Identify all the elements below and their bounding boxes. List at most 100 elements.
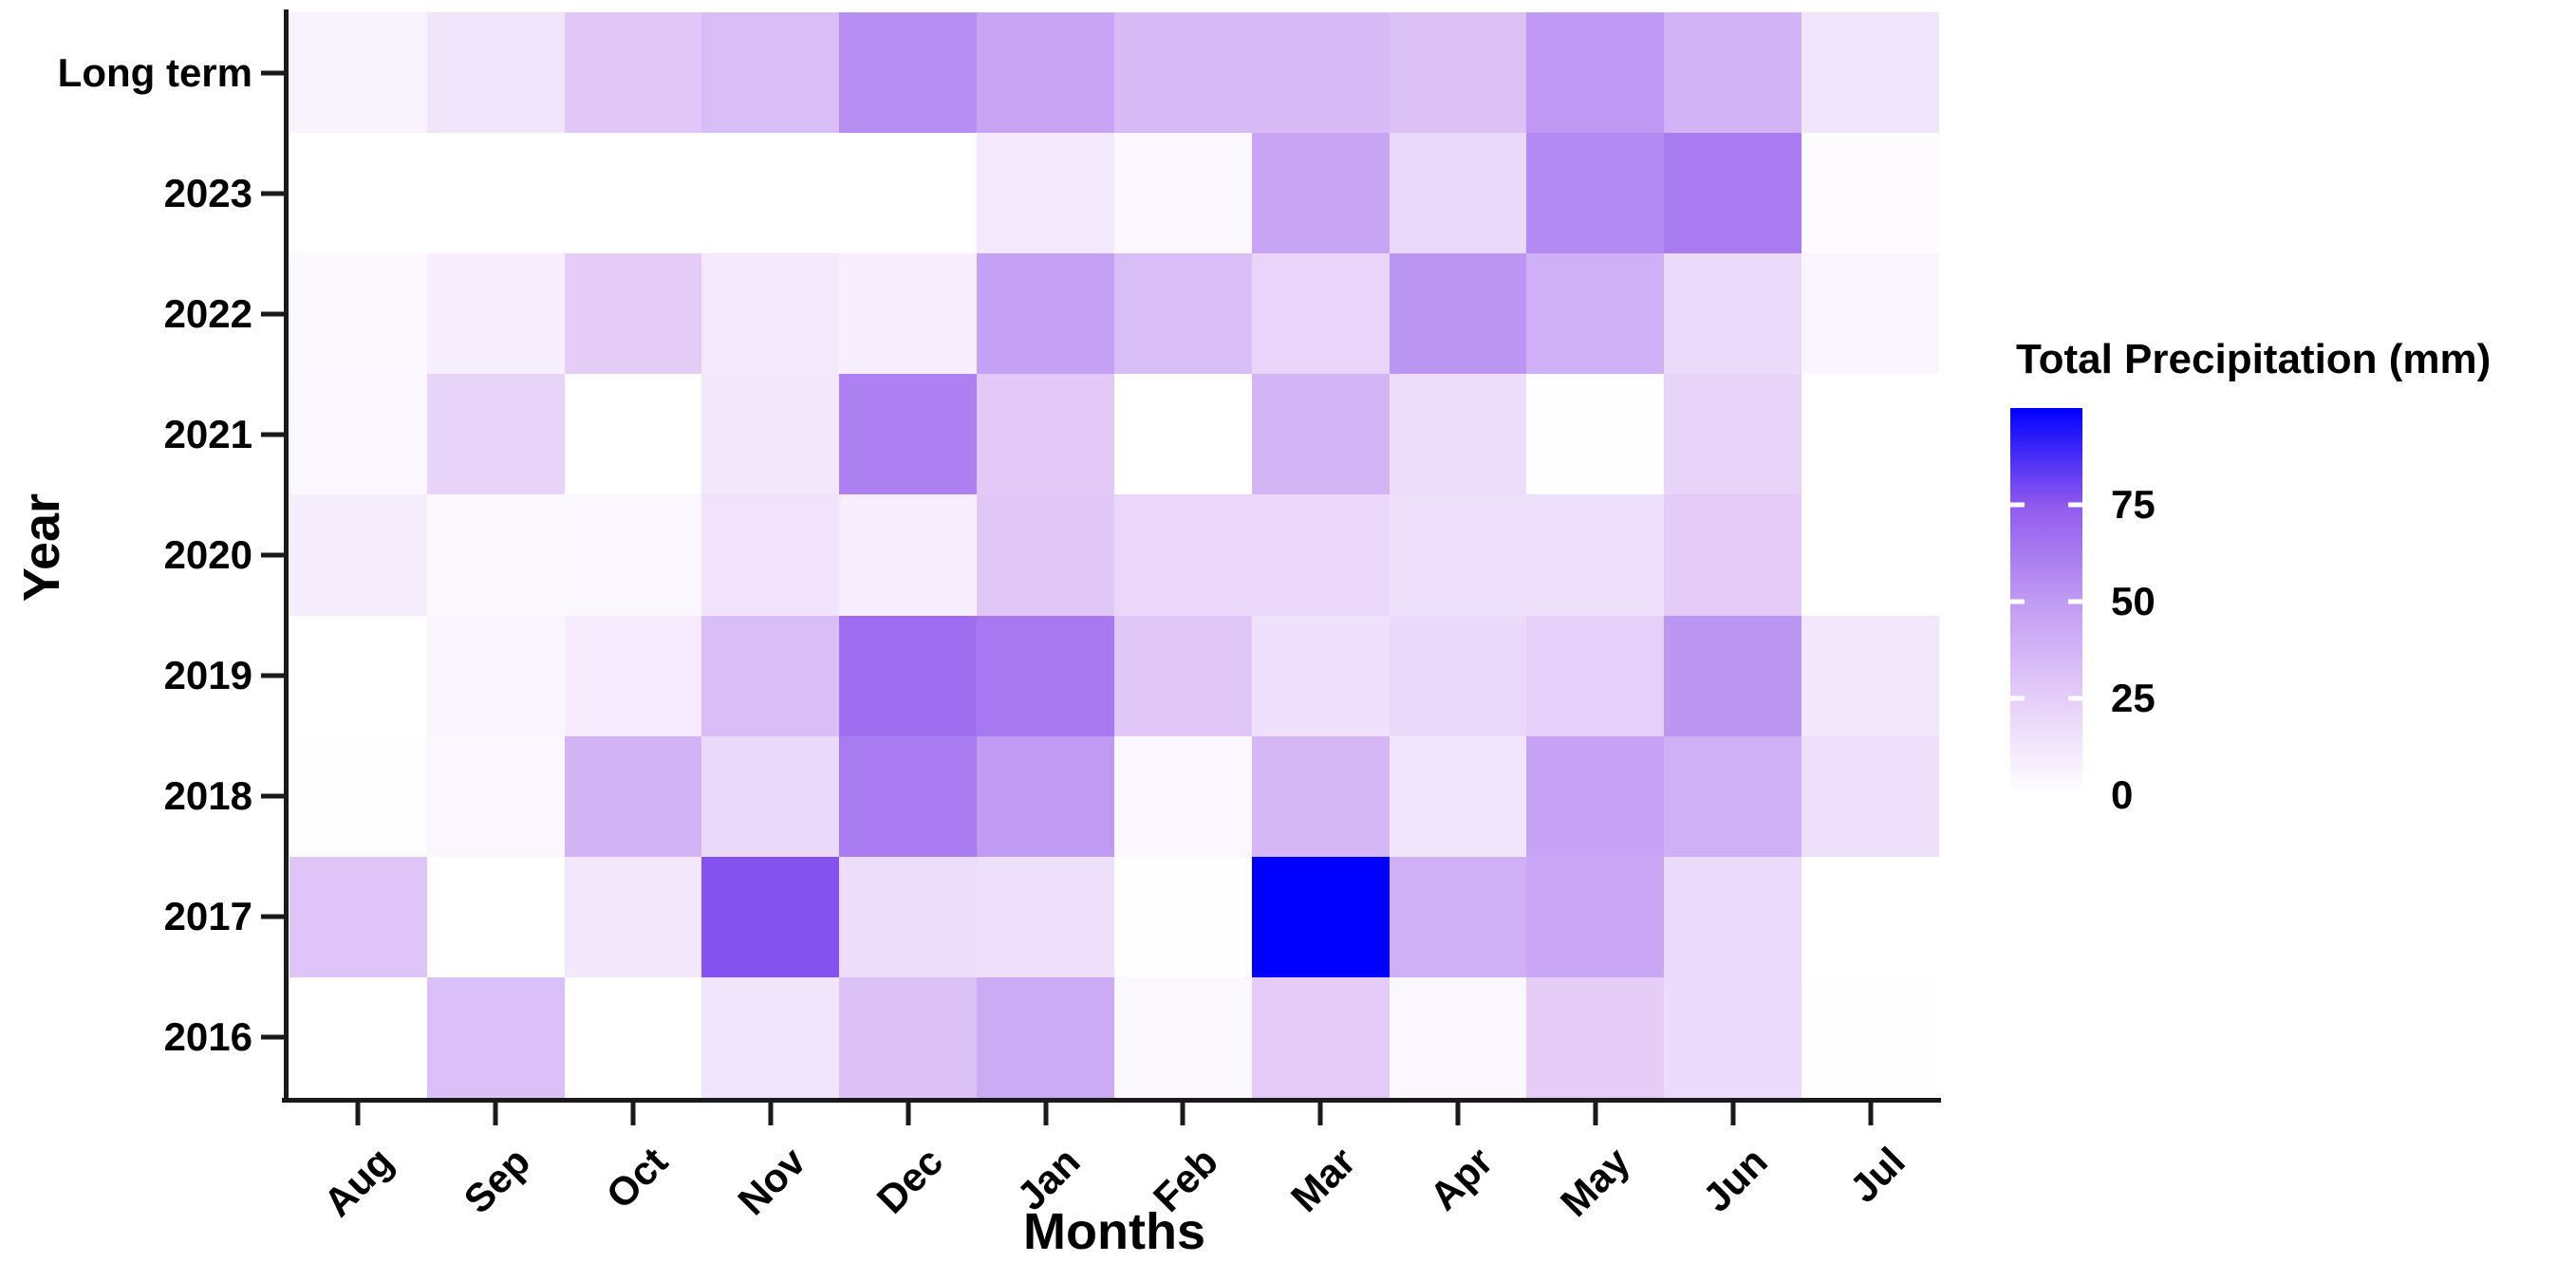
heatmap-cell [426,735,565,857]
heatmap-cell [1251,494,1390,616]
legend-tick-labels: 75 50 25 0 [2111,408,2225,817]
x-tick-mark [1455,1103,1461,1125]
y-axis-line [284,9,289,1103]
heatmap-cell [289,133,427,254]
heatmap-cell [1389,133,1527,254]
x-tick-label-text: Jun [1693,1139,1776,1221]
y-tick-mark [261,311,284,317]
heatmap-cell [701,735,840,857]
heatmap-cell [426,976,565,1098]
heatmap-cell [1664,615,1802,736]
y-tick-label: 2023 [163,170,252,215]
y-tick-mark [261,1034,284,1040]
x-tick-mark [630,1103,636,1125]
legend-tick-mark [2010,502,2025,508]
heatmap-cell [1801,12,1939,134]
heatmap-cell [564,133,702,254]
legend-tick-mark [2068,696,2082,701]
heatmap-cell [701,133,840,254]
x-tick-label-text: Nov [728,1139,814,1224]
heatmap-cell [1801,856,1939,977]
heatmap-cell [289,12,427,134]
heatmap-cell [1664,12,1802,134]
x-tick-mark [1180,1103,1185,1125]
heatmap-cell [839,615,978,736]
x-axis-ticks [289,1103,1939,1125]
heatmap-cell [564,494,702,616]
y-tick-mark [261,70,284,76]
heatmap-cell [1113,133,1252,254]
heatmap-cell [1664,494,1802,616]
x-tick-mark [768,1103,774,1125]
heatmap-cell [1526,856,1665,977]
heatmap-cell [839,856,978,977]
heatmap-cell [426,253,565,375]
x-tick-label-text: May [1552,1139,1639,1226]
x-tick-mark [1043,1103,1049,1125]
x-tick-label-text: Sep [455,1139,539,1222]
legend-tick-mark [2010,599,2025,604]
heatmap-cell [1801,976,1939,1098]
heatmap-cell [1389,374,1527,495]
heatmap-cell [1801,374,1939,495]
heatmap-cell [1526,133,1665,254]
y-tick-label: 2017 [163,894,252,939]
y-tick-mark [261,552,284,558]
heatmap-cell [564,615,702,736]
heatmap-cell [426,133,565,254]
heatmap-cell [426,494,565,616]
x-tick-label-text: Aug [314,1139,401,1225]
heatmap-cell [1389,976,1527,1098]
heatmap-cell [1251,615,1390,736]
heatmap-cell [1251,856,1390,977]
heatmap-cell [701,615,840,736]
legend-tick-mark [2010,792,2025,798]
heatmap-cell [701,856,840,977]
heatmap-cell [289,735,427,857]
x-tick-mark [1868,1103,1874,1125]
x-tick-label-text: Mar [1281,1139,1364,1221]
heatmap-cell [1113,494,1252,616]
legend-tick-label: 50 [2111,579,2156,623]
heatmap-cell [839,735,978,857]
heatmap-cell [1526,12,1665,134]
heatmap-cell [1801,133,1939,254]
heatmap-cell [1664,856,1802,977]
heatmap-cell [289,856,427,977]
x-tick-label-text: Dec [868,1139,951,1222]
heatmap-cell [1801,253,1939,375]
heatmap-cell [564,856,702,977]
x-tick-mark [1730,1103,1736,1125]
heatmap-cell [1664,374,1802,495]
x-tick-mark [1593,1103,1598,1125]
heatmap-cell [1664,133,1802,254]
heatmap-cell [426,374,565,495]
heatmap-cell [564,735,702,857]
heatmap-cell [977,856,1114,977]
legend-tick-label: 75 [2111,482,2156,527]
heatmap-cell [1113,12,1252,134]
heatmap-cell [1526,735,1665,857]
y-axis-ticks [261,12,284,1098]
heatmap-cell [839,253,978,375]
x-axis-line [282,1098,1941,1103]
heatmap-cell [839,12,978,134]
heatmap-cell [839,494,978,616]
heatmap-cell [289,374,427,495]
y-tick-label: 2022 [163,290,252,336]
x-tick-label-text: Jan [1008,1139,1089,1219]
heatmap-cell [1389,615,1527,736]
y-tick-mark [261,914,284,919]
x-tick-label-text: Oct [597,1139,677,1217]
legend-tick-label: 0 [2111,772,2134,817]
legend-tick-mark [2068,792,2082,798]
heatmap-cell [1801,615,1939,736]
heatmap-cell [1801,494,1939,616]
y-tick-label: 2020 [163,532,252,577]
x-tick-label-text: Apr [1420,1139,1502,1219]
heatmap-cell [701,374,840,495]
y-tick-mark [261,191,284,196]
heatmap-cell [977,976,1114,1098]
x-tick-mark [493,1103,498,1125]
y-tick-label: Long term [57,49,252,95]
